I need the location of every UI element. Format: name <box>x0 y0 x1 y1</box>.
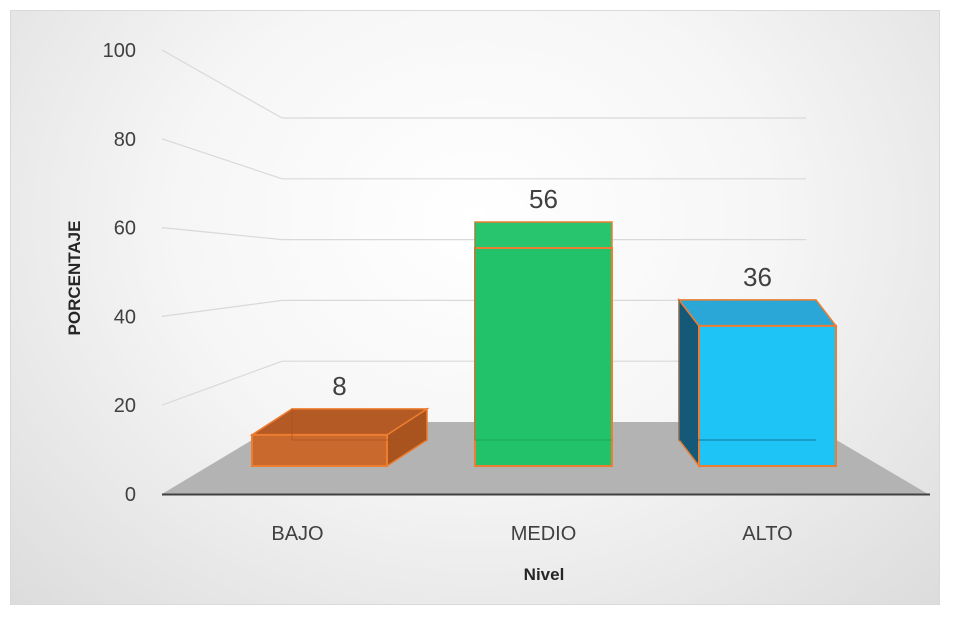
bar-top <box>677 299 838 327</box>
gridline-side <box>161 360 283 406</box>
data-label-medio: 56 <box>529 184 558 214</box>
data-label-bajo: 8 <box>332 371 346 401</box>
bar-inner-edge <box>678 299 816 441</box>
bar-side <box>678 297 700 469</box>
gridline-side <box>161 299 283 317</box>
bar-bajo <box>249 407 430 468</box>
bar-inner-edge <box>474 222 612 441</box>
data-label-alto: 36 <box>743 262 772 292</box>
x-axis-title: Nivel <box>524 565 565 584</box>
y-tick-label: 60 <box>114 218 136 240</box>
bar-front <box>474 247 613 467</box>
y-axis-title: PORCENTAJE <box>65 221 84 336</box>
x-tick-label-alto: ALTO <box>742 523 792 545</box>
y-tick-label: 40 <box>114 306 136 328</box>
gridline-side <box>161 138 283 180</box>
gridline-side <box>161 227 283 241</box>
bar-medio <box>474 221 613 467</box>
bar-inner-edge <box>291 408 427 441</box>
y-tick-label: 20 <box>114 395 136 417</box>
x-tick-label-bajo: BAJO <box>271 523 323 545</box>
y-tick-label: 100 <box>103 40 136 62</box>
bars <box>249 221 838 469</box>
x-tick-label-medio: MEDIO <box>511 523 577 545</box>
bar-alto <box>677 297 838 469</box>
bar-top <box>474 221 613 249</box>
bar-front <box>698 324 837 467</box>
y-tick-label: 80 <box>114 129 136 151</box>
labels: 0 20 40 60 80 100 8 BAJO 56 MEDIO 36 ALTO <box>103 40 793 545</box>
gridline-side <box>161 49 283 119</box>
y-tick-label: 0 <box>125 484 136 506</box>
